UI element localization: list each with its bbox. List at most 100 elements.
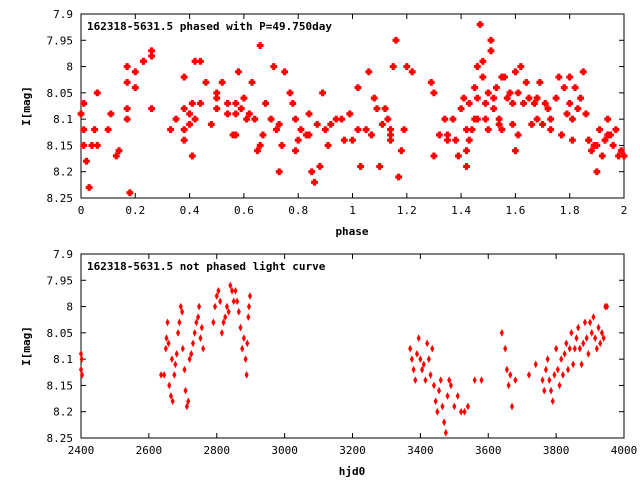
data-point — [224, 110, 232, 118]
data-point — [555, 365, 560, 374]
y-tick-label: 8.25 — [47, 192, 74, 205]
data-point — [588, 318, 593, 327]
data-point — [569, 136, 576, 144]
data-point — [522, 78, 530, 86]
data-point — [511, 147, 519, 155]
data-point — [565, 365, 571, 374]
data-point — [414, 350, 420, 358]
data-point — [540, 376, 545, 385]
data-point — [387, 126, 394, 134]
data-point — [340, 136, 348, 144]
unphased-light-curve-panel: 2400 2600 2800 3000 3200 3400 3600 3800 4000 7.9… — [20, 248, 637, 478]
data-point — [411, 365, 416, 374]
data-point — [392, 36, 400, 44]
data-point — [604, 302, 610, 311]
data-point — [188, 99, 196, 107]
plot-frame — [80, 253, 625, 439]
data-point — [430, 152, 438, 160]
data-point — [472, 376, 477, 385]
data-point — [576, 323, 581, 332]
data-point — [438, 376, 443, 385]
data-point — [216, 286, 221, 295]
data-point — [484, 89, 492, 97]
data-point — [338, 115, 346, 123]
data-point — [131, 68, 139, 76]
data-point — [501, 73, 508, 81]
phased-light-curve-panel: 0 0.2 0.4 0.6 0.8 1 1.2 1.4 1.6 1.8 2 7.9 7.95 8 8.05… — [20, 8, 628, 238]
data-point — [123, 105, 131, 113]
data-point — [548, 386, 554, 395]
data-point — [305, 110, 313, 118]
data-point — [413, 376, 418, 385]
data-point — [226, 307, 231, 316]
data-point — [292, 147, 299, 155]
data-point — [436, 386, 442, 395]
data-point — [584, 334, 589, 342]
y-tick-label: 8.15 — [47, 379, 74, 392]
data-point — [168, 392, 173, 400]
data-point — [186, 120, 193, 128]
data-point — [465, 136, 473, 144]
data-point — [308, 168, 316, 176]
data-point — [567, 344, 572, 353]
data-point — [389, 63, 397, 70]
data-point — [77, 110, 85, 118]
data-point — [495, 120, 503, 128]
data-point — [503, 94, 511, 102]
data-point — [596, 126, 603, 134]
data-point — [552, 94, 560, 102]
data-point — [197, 57, 204, 65]
data-point — [585, 136, 593, 144]
data-point — [506, 89, 514, 97]
x-axis-label: phase — [335, 225, 368, 238]
data-point — [244, 371, 249, 379]
data-point — [384, 115, 392, 123]
data-point — [440, 402, 445, 411]
data-point — [612, 126, 620, 134]
data-point — [332, 115, 340, 123]
data-point — [198, 334, 203, 342]
data-point — [256, 42, 264, 49]
data-point — [202, 78, 210, 86]
data-point — [550, 397, 555, 406]
data-point — [579, 360, 584, 369]
data-point — [180, 73, 188, 81]
data-point — [238, 323, 243, 332]
data-points — [78, 281, 610, 437]
data-point — [591, 313, 596, 321]
data-point — [131, 84, 139, 92]
data-point — [278, 142, 286, 149]
data-point — [170, 397, 175, 406]
data-point — [574, 334, 579, 342]
data-point — [221, 318, 226, 327]
x-tick-label: 0.2 — [125, 204, 145, 217]
data-point — [368, 131, 375, 139]
data-point — [80, 142, 88, 149]
x-tick-label: 1.8 — [560, 204, 580, 217]
data-point — [554, 344, 559, 353]
data-point — [463, 147, 470, 155]
y-tick-label: 8 — [66, 301, 73, 314]
data-point — [601, 334, 606, 342]
data-point — [574, 105, 582, 113]
data-point — [408, 344, 413, 353]
data-point — [354, 126, 362, 134]
data-point — [231, 297, 236, 306]
data-point — [167, 126, 174, 134]
data-point — [172, 371, 177, 379]
data-point — [180, 105, 188, 113]
data-point — [201, 344, 206, 353]
data-point — [473, 63, 481, 70]
data-point — [378, 120, 386, 128]
data-point — [365, 68, 373, 76]
data-point — [526, 371, 532, 379]
y-tick-label: 8.1 — [53, 353, 73, 366]
y-tick-labels: 7.9 7.95 8 8.05 8.1 8.15 8.2 8.25 — [47, 248, 74, 445]
data-point — [235, 68, 242, 76]
y-tick-label: 8.2 — [53, 166, 73, 179]
data-point — [599, 329, 604, 337]
data-point — [593, 142, 601, 149]
data-point — [180, 307, 185, 316]
data-point — [560, 84, 568, 92]
data-point — [83, 157, 90, 165]
